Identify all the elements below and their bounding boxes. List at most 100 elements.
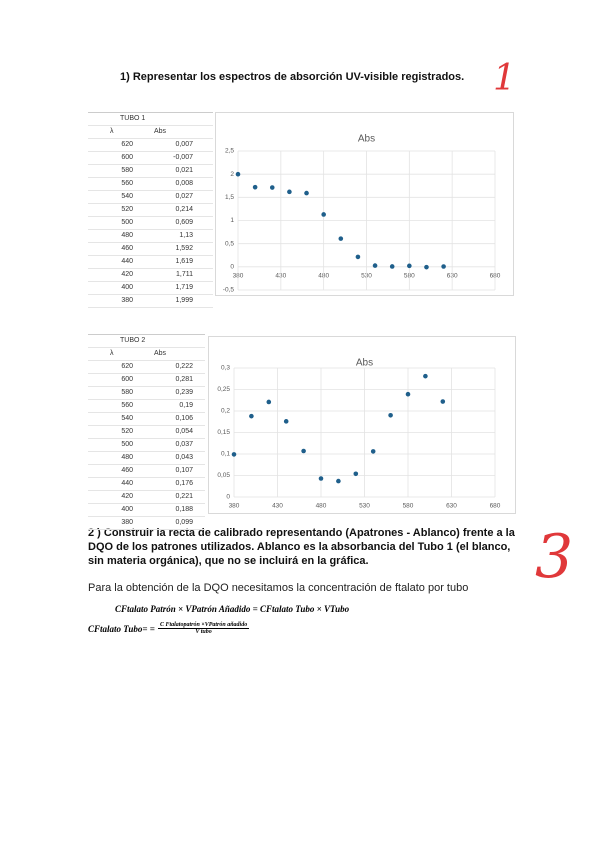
table-row: 480 0,043	[88, 452, 205, 465]
table-header-row: λ Abs	[88, 348, 205, 361]
handwritten-mark: 1	[493, 58, 516, 99]
x-tick-label: 480	[316, 503, 327, 510]
data-point	[389, 264, 395, 269]
table-cell: 600	[121, 376, 133, 383]
table-cell: 0,054	[175, 428, 193, 435]
data-point	[423, 373, 428, 379]
data-point	[440, 399, 446, 404]
data-point	[405, 391, 411, 397]
table-cell: 420	[121, 493, 133, 500]
data-point	[318, 476, 324, 481]
table-cell: 0,106	[175, 415, 193, 422]
table-header: λ	[110, 350, 114, 357]
table-row: 600 0,281	[88, 374, 205, 387]
table-header: Abs	[154, 128, 167, 135]
denominator: V tubo	[195, 629, 212, 635]
table-row: 520 0,214	[88, 204, 213, 217]
table-cell: 440	[121, 258, 133, 265]
table-cell: 620	[121, 141, 133, 148]
data-point	[283, 419, 289, 424]
data-point	[321, 212, 326, 217]
table-cell: 440	[121, 480, 133, 487]
table-cell: 420	[121, 271, 133, 278]
table-row: 560 0,008	[88, 178, 213, 191]
table-cell: 1,711	[176, 271, 193, 278]
table-row: 520 0,054	[88, 426, 205, 439]
table-cell: 1,13	[179, 232, 193, 239]
table-row: 580 0,239	[88, 387, 205, 400]
data-point	[269, 185, 275, 190]
section-heading: 2 ) Construir la recta de calibrado repr…	[88, 527, 515, 567]
table-cell: 1,999	[175, 297, 193, 304]
data-point	[287, 189, 292, 195]
x-tick-label: 430	[272, 503, 283, 510]
table-title: TUBO 2	[120, 337, 146, 344]
table-row: 380 1,999	[88, 295, 213, 308]
fraction: C Ftalatopatrón ×VPatrón añadido V tubo	[157, 622, 250, 635]
y-tick-label: 1,5	[225, 194, 234, 201]
table-cell: 560	[121, 180, 133, 187]
table-cell: 620	[121, 363, 133, 370]
table-cell: 540	[121, 415, 133, 422]
numerator: C Ftalatopatrón ×VPatrón añadido	[157, 622, 250, 629]
table-cell: 0,609	[175, 219, 193, 226]
data-point	[355, 254, 361, 260]
data-point	[252, 184, 258, 190]
y-tick-label: 0,2	[221, 408, 230, 415]
section-heading: 1) Representar los espectros de absorció…	[120, 71, 465, 83]
data-point	[301, 448, 306, 454]
data-point	[353, 471, 359, 477]
table-cell: 380	[121, 297, 133, 304]
x-tick-label: 680	[490, 503, 501, 510]
table-cell: 0,027	[175, 193, 193, 200]
y-tick-label: 0	[226, 494, 230, 501]
table-row: 560 0,19	[88, 400, 205, 413]
data-point	[304, 190, 309, 196]
chart: Abs 0 0,05 0,1 0,15 0,2 0,25 0,3 380 430 480 530 580…	[208, 336, 516, 514]
table-cell: 380	[121, 519, 133, 526]
table-row: 400 0,188	[88, 504, 205, 517]
table-cell: 0,021	[175, 167, 193, 174]
table-cell: 0,043	[175, 454, 193, 461]
table-cell: 480	[121, 232, 133, 239]
y-tick-label: 1	[230, 217, 234, 224]
data-point	[388, 413, 393, 418]
table-cell: 460	[121, 467, 133, 474]
formula: CFtalato Tubo= = C Ftalatopatrón ×VPatró…	[88, 622, 250, 635]
y-tick-label: 0,15	[217, 429, 230, 436]
table-cell: 400	[121, 284, 133, 291]
table-cell: 0,188	[175, 506, 193, 513]
table-header: Abs	[154, 350, 167, 357]
data-point	[231, 452, 237, 457]
y-tick-label: 0,3	[221, 365, 230, 372]
y-tick-label: -0,5	[223, 287, 235, 294]
table-cell: 580	[121, 389, 133, 396]
table-cell: 0,214	[175, 206, 193, 213]
y-tick-label: 2	[230, 171, 234, 178]
data-point	[249, 413, 254, 419]
table-cell: 500	[121, 441, 133, 448]
table-row: 460 1,592	[88, 243, 213, 256]
table-row: 620 0,222	[88, 361, 205, 374]
data-point	[336, 478, 341, 484]
table-cell: 0,222	[175, 363, 193, 370]
table-cell: -0,007	[173, 154, 193, 161]
y-tick-label: 0	[230, 264, 234, 271]
formula: CFtalato Patrón × VPatrón Añadido = CFta…	[115, 604, 350, 614]
table-cell: 0,239	[175, 389, 193, 396]
data-point	[338, 236, 344, 241]
table-cell: 400	[121, 506, 133, 513]
table-cell: 500	[121, 219, 133, 226]
table-row: 400 1,719	[88, 282, 213, 295]
table-row: 420 0,221	[88, 491, 205, 504]
handwritten-mark: 3	[535, 522, 574, 592]
table: TUBO 2 λ Abs 620 0,222 600 0,281 580 0,239 560 0,1…	[88, 334, 205, 530]
table-row: 620 0,007	[88, 139, 213, 152]
table-row: 380 0,099	[88, 517, 205, 530]
table-cell: 0,19	[179, 402, 193, 409]
table-cell: 560	[121, 402, 133, 409]
table-row: 440 1,619	[88, 256, 213, 269]
y-tick-label: 0,25	[217, 386, 230, 393]
data-point	[407, 263, 412, 269]
